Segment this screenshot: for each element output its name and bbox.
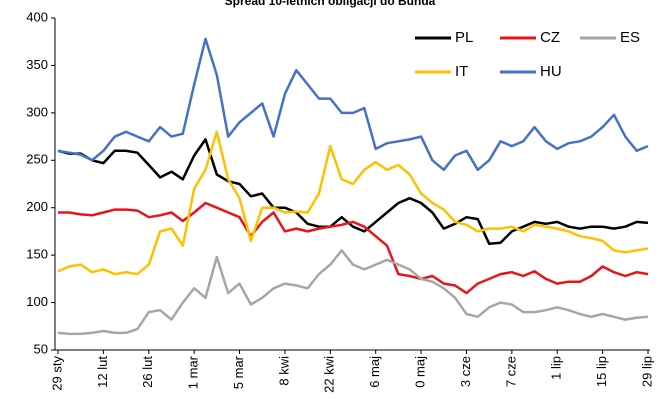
- legend-label: HU: [540, 63, 562, 80]
- x-tick-label: 1 mar: [186, 355, 201, 389]
- series-line: [57, 130, 649, 276]
- x-tick-label: 22 kwi: [322, 356, 337, 393]
- legend-label: IT: [455, 63, 468, 80]
- y-tick-label: 400: [26, 9, 48, 24]
- x-tick-label: 0 maj: [413, 356, 428, 388]
- x-tick-label: 29 sty: [49, 356, 64, 391]
- x-tick-label: 15 lip: [594, 356, 609, 387]
- x-tick-label: 6 maj: [367, 356, 382, 388]
- y-tick-label: 150: [26, 247, 48, 262]
- x-tick-label: 5 mar: [231, 355, 246, 389]
- legend-label: PL: [455, 29, 473, 46]
- legend-label: ES: [620, 29, 640, 46]
- x-tick-label: 1 lip: [549, 356, 564, 380]
- x-tick-label: 8 kwi: [276, 356, 291, 386]
- y-tick-label: 100: [26, 294, 48, 309]
- y-tick-label: 200: [26, 199, 48, 214]
- x-tick-label: 3 cze: [458, 356, 473, 387]
- y-tick-label: 250: [26, 152, 48, 167]
- y-tick-label: 50: [34, 341, 48, 356]
- legend-label: CZ: [540, 29, 560, 46]
- y-tick-label: 350: [26, 57, 48, 72]
- x-tick-label: 26 lut: [140, 356, 155, 388]
- series-line: [57, 37, 649, 172]
- x-tick-label: 12 lut: [95, 356, 110, 388]
- series-line: [57, 249, 649, 336]
- chart-title: Spread 10-letnich obligacji do Bunda: [225, 0, 436, 8]
- x-tick-label: 7 cze: [503, 356, 518, 387]
- y-tick-label: 300: [26, 104, 48, 119]
- series-line: [58, 201, 649, 295]
- x-tick-label: 29 lip: [639, 356, 654, 387]
- series-line: [57, 138, 649, 246]
